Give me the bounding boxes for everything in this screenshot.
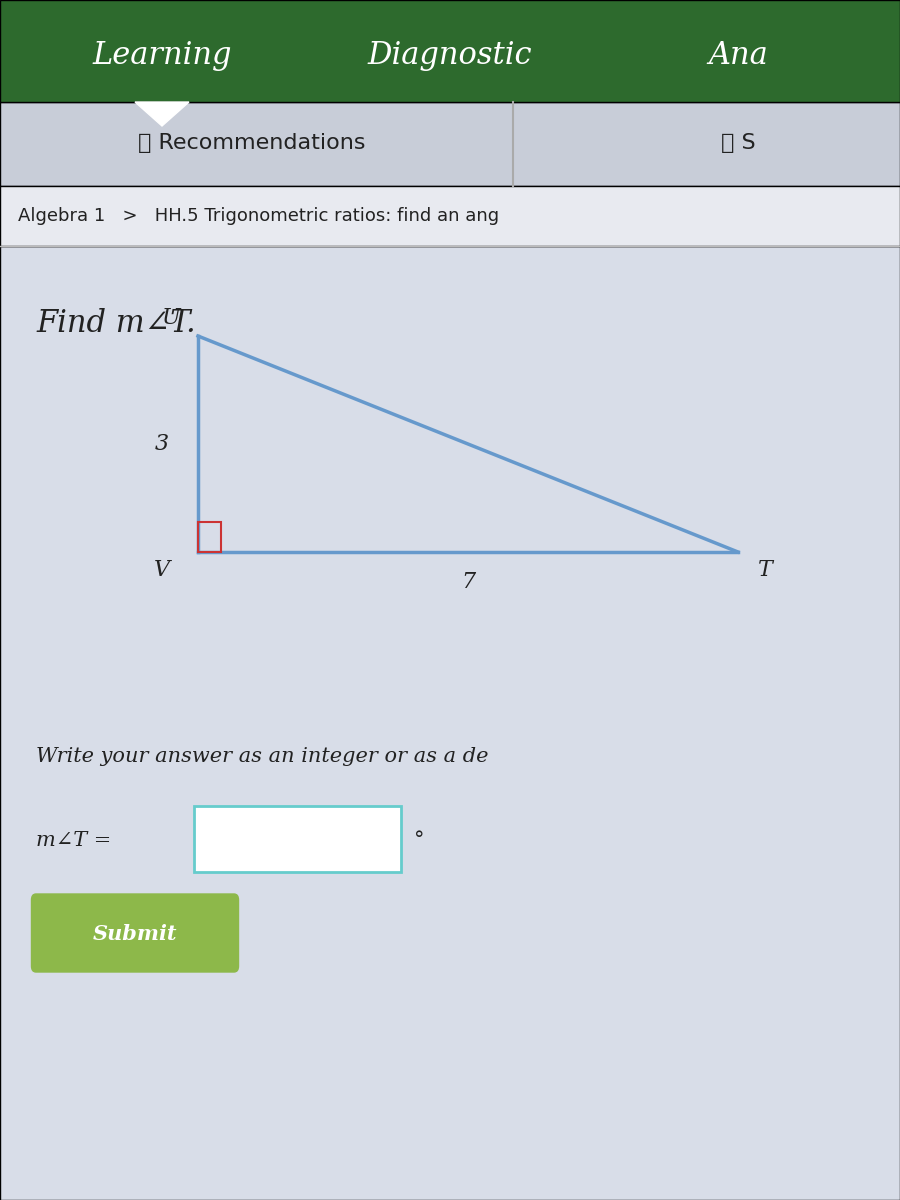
Text: Find m∠T.: Find m∠T.: [36, 308, 196, 340]
Text: 7: 7: [461, 571, 475, 593]
Text: Submit: Submit: [93, 924, 177, 943]
Text: m∠T =: m∠T =: [36, 830, 112, 850]
Text: V: V: [154, 559, 170, 581]
FancyBboxPatch shape: [32, 894, 238, 972]
Text: °: °: [414, 830, 425, 850]
Text: 🖨 Recommendations: 🖨 Recommendations: [139, 133, 365, 152]
Text: T: T: [758, 559, 772, 581]
Polygon shape: [135, 102, 189, 126]
FancyBboxPatch shape: [0, 0, 900, 102]
Text: 3: 3: [155, 433, 169, 455]
FancyBboxPatch shape: [0, 102, 900, 186]
Text: Learning: Learning: [92, 40, 232, 71]
Text: U: U: [162, 307, 180, 329]
Text: 🗄 S: 🗄 S: [721, 133, 755, 152]
Text: Write your answer as an integer or as a de: Write your answer as an integer or as a …: [36, 746, 489, 766]
FancyBboxPatch shape: [0, 186, 900, 246]
Bar: [198, 522, 220, 552]
FancyBboxPatch shape: [0, 246, 900, 1200]
Text: Ana: Ana: [708, 40, 768, 71]
FancyBboxPatch shape: [194, 806, 400, 872]
Text: Algebra 1   >   HH.5 Trigonometric ratios: find an ang: Algebra 1 > HH.5 Trigonometric ratios: f…: [18, 206, 500, 226]
Text: Diagnostic: Diagnostic: [368, 40, 532, 71]
